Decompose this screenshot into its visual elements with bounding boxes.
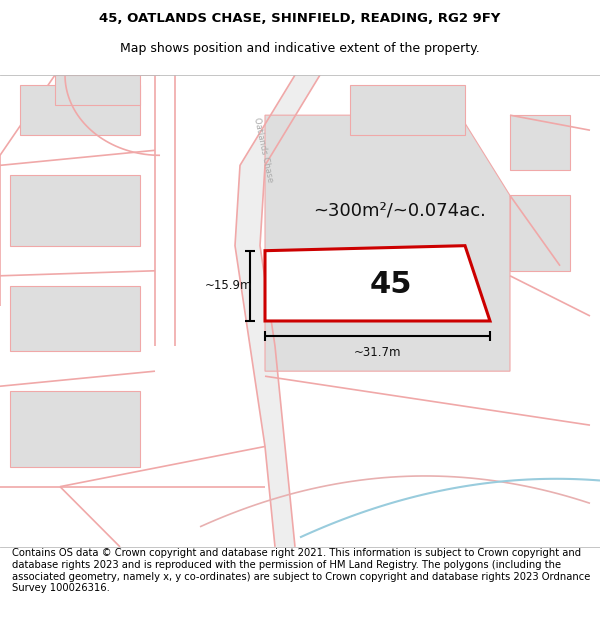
Polygon shape — [510, 196, 570, 271]
Polygon shape — [350, 85, 465, 135]
Text: Oatlands Chase: Oatlands Chase — [252, 117, 274, 184]
Polygon shape — [55, 75, 140, 105]
Text: ~15.9m: ~15.9m — [204, 279, 252, 292]
Text: Contains OS data © Crown copyright and database right 2021. This information is : Contains OS data © Crown copyright and d… — [12, 549, 590, 593]
Polygon shape — [10, 286, 140, 351]
Polygon shape — [20, 85, 140, 135]
Polygon shape — [510, 115, 570, 171]
Text: Map shows position and indicative extent of the property.: Map shows position and indicative extent… — [120, 42, 480, 55]
Text: 45, OATLANDS CHASE, SHINFIELD, READING, RG2 9FY: 45, OATLANDS CHASE, SHINFIELD, READING, … — [100, 12, 500, 25]
Polygon shape — [265, 115, 510, 371]
Polygon shape — [265, 246, 490, 321]
Polygon shape — [235, 75, 320, 547]
Text: ~31.7m: ~31.7m — [354, 346, 401, 359]
Text: ~300m²/~0.074ac.: ~300m²/~0.074ac. — [314, 201, 487, 219]
Polygon shape — [10, 176, 140, 246]
Polygon shape — [10, 391, 140, 466]
Text: 45: 45 — [370, 270, 413, 299]
